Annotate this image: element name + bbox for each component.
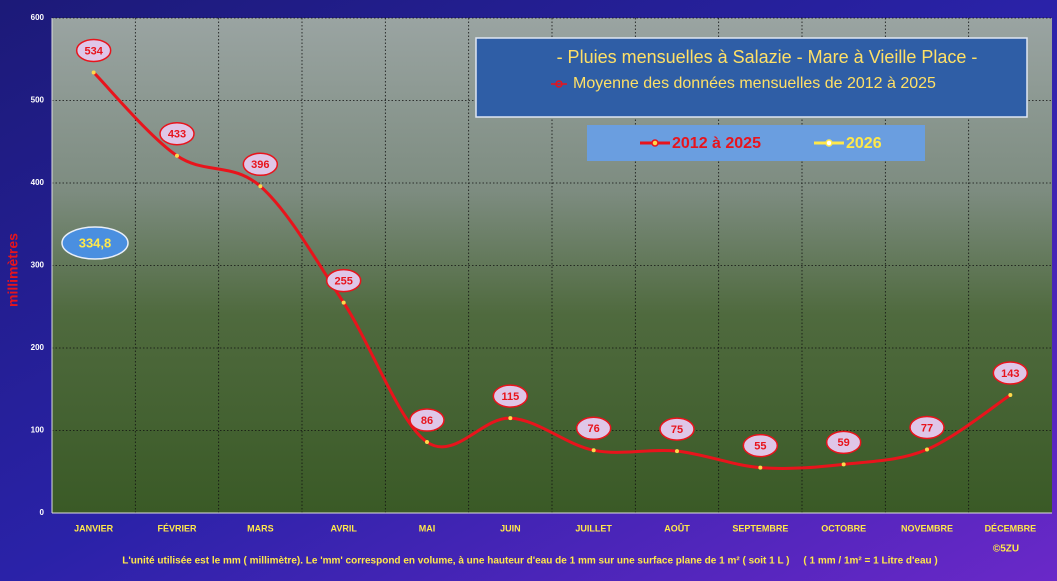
y-tick-label: 300 [31,261,45,270]
chart-title: - Pluies mensuelles à Salazie - Mare à V… [557,47,978,67]
data-point [341,300,346,305]
footnote: L'unité utilisée est le mm ( millimètre)… [122,556,938,567]
plot: 534 433 396 255 86 115 76 75 55 59 77 143 [75,38,1029,470]
x-tick-label: MARS [247,523,274,533]
data-point [925,447,929,452]
data-label: 255 [334,276,352,288]
y-tick-label: 100 [31,426,45,435]
annotation-bubble [61,226,129,260]
x-tick-label: DÉCEMBRE [985,523,1037,533]
data-point [841,462,846,467]
legend-marker [651,139,659,147]
legend-marker [825,139,833,147]
y-tick-label: 400 [31,178,45,187]
x-tick-label: AVRIL [330,523,357,533]
data-label-bubble [909,415,945,440]
x-tick-label: JUIN [500,523,521,533]
data-label: 86 [421,415,433,427]
y-tick-label: 200 [31,343,45,352]
x-tick-label: MAI [419,523,436,533]
subtitle-marker [555,80,563,88]
data-label-bubble [325,268,362,293]
data-label-bubble [992,361,1029,385]
data-label: 75 [671,424,683,436]
title-box [475,37,1028,118]
y-tick-label: 600 [31,13,45,22]
y-axis-label: millimètres [5,233,21,307]
legend-label: 2026 [846,135,882,152]
data-label-bubble [159,122,195,146]
data-label-bubble [825,430,862,455]
data-label: 143 [1001,368,1019,380]
x-tick-label: SEPTEMBRE [732,523,788,533]
data-label-bubble [75,38,112,63]
data-point [675,449,679,454]
data-label: 77 [921,422,933,434]
x-tick-label: FÉVRIER [157,523,197,533]
x-tick-label: OCTOBRE [821,523,866,533]
legend-entries: 2012 à 2025 2026 [640,135,882,152]
x-tick-label: NOVEMBRE [901,523,953,533]
y-tick-label: 500 [31,96,45,105]
x-tick-label: JUILLET [575,523,612,533]
data-label: 534 [84,45,103,57]
legend-label: 2012 à 2025 [672,135,761,152]
x-tick-label: JANVIER [74,523,114,533]
series-line [92,71,1012,470]
data-label: 55 [754,441,766,453]
data-label: 115 [501,391,519,403]
data-point [175,153,179,158]
data-point [758,465,763,470]
data-point [258,184,263,189]
chart-subtitle: Moyenne des données mensuelles de 2012 à… [573,75,936,92]
data-point [591,448,596,453]
data-label: 433 [168,129,186,141]
credit: ©5ZU [993,544,1019,555]
x-tick-label: AOÛT [664,522,690,533]
data-label: 59 [838,437,850,449]
data-point [1008,393,1013,398]
data-point [91,70,96,75]
y-tick-label: 0 [40,508,45,517]
data-label-bubble [242,152,279,177]
data-label: 76 [588,423,600,435]
data-label-bubble [575,416,612,441]
data-point [425,440,429,445]
data-label-bubble [409,408,445,432]
data-point [508,416,513,421]
data-label: 396 [251,159,269,171]
annotation: 334,8 [79,235,112,250]
data-label-bubble [492,384,529,408]
data-label-bubble [742,433,779,458]
data-label-bubble [659,417,695,441]
